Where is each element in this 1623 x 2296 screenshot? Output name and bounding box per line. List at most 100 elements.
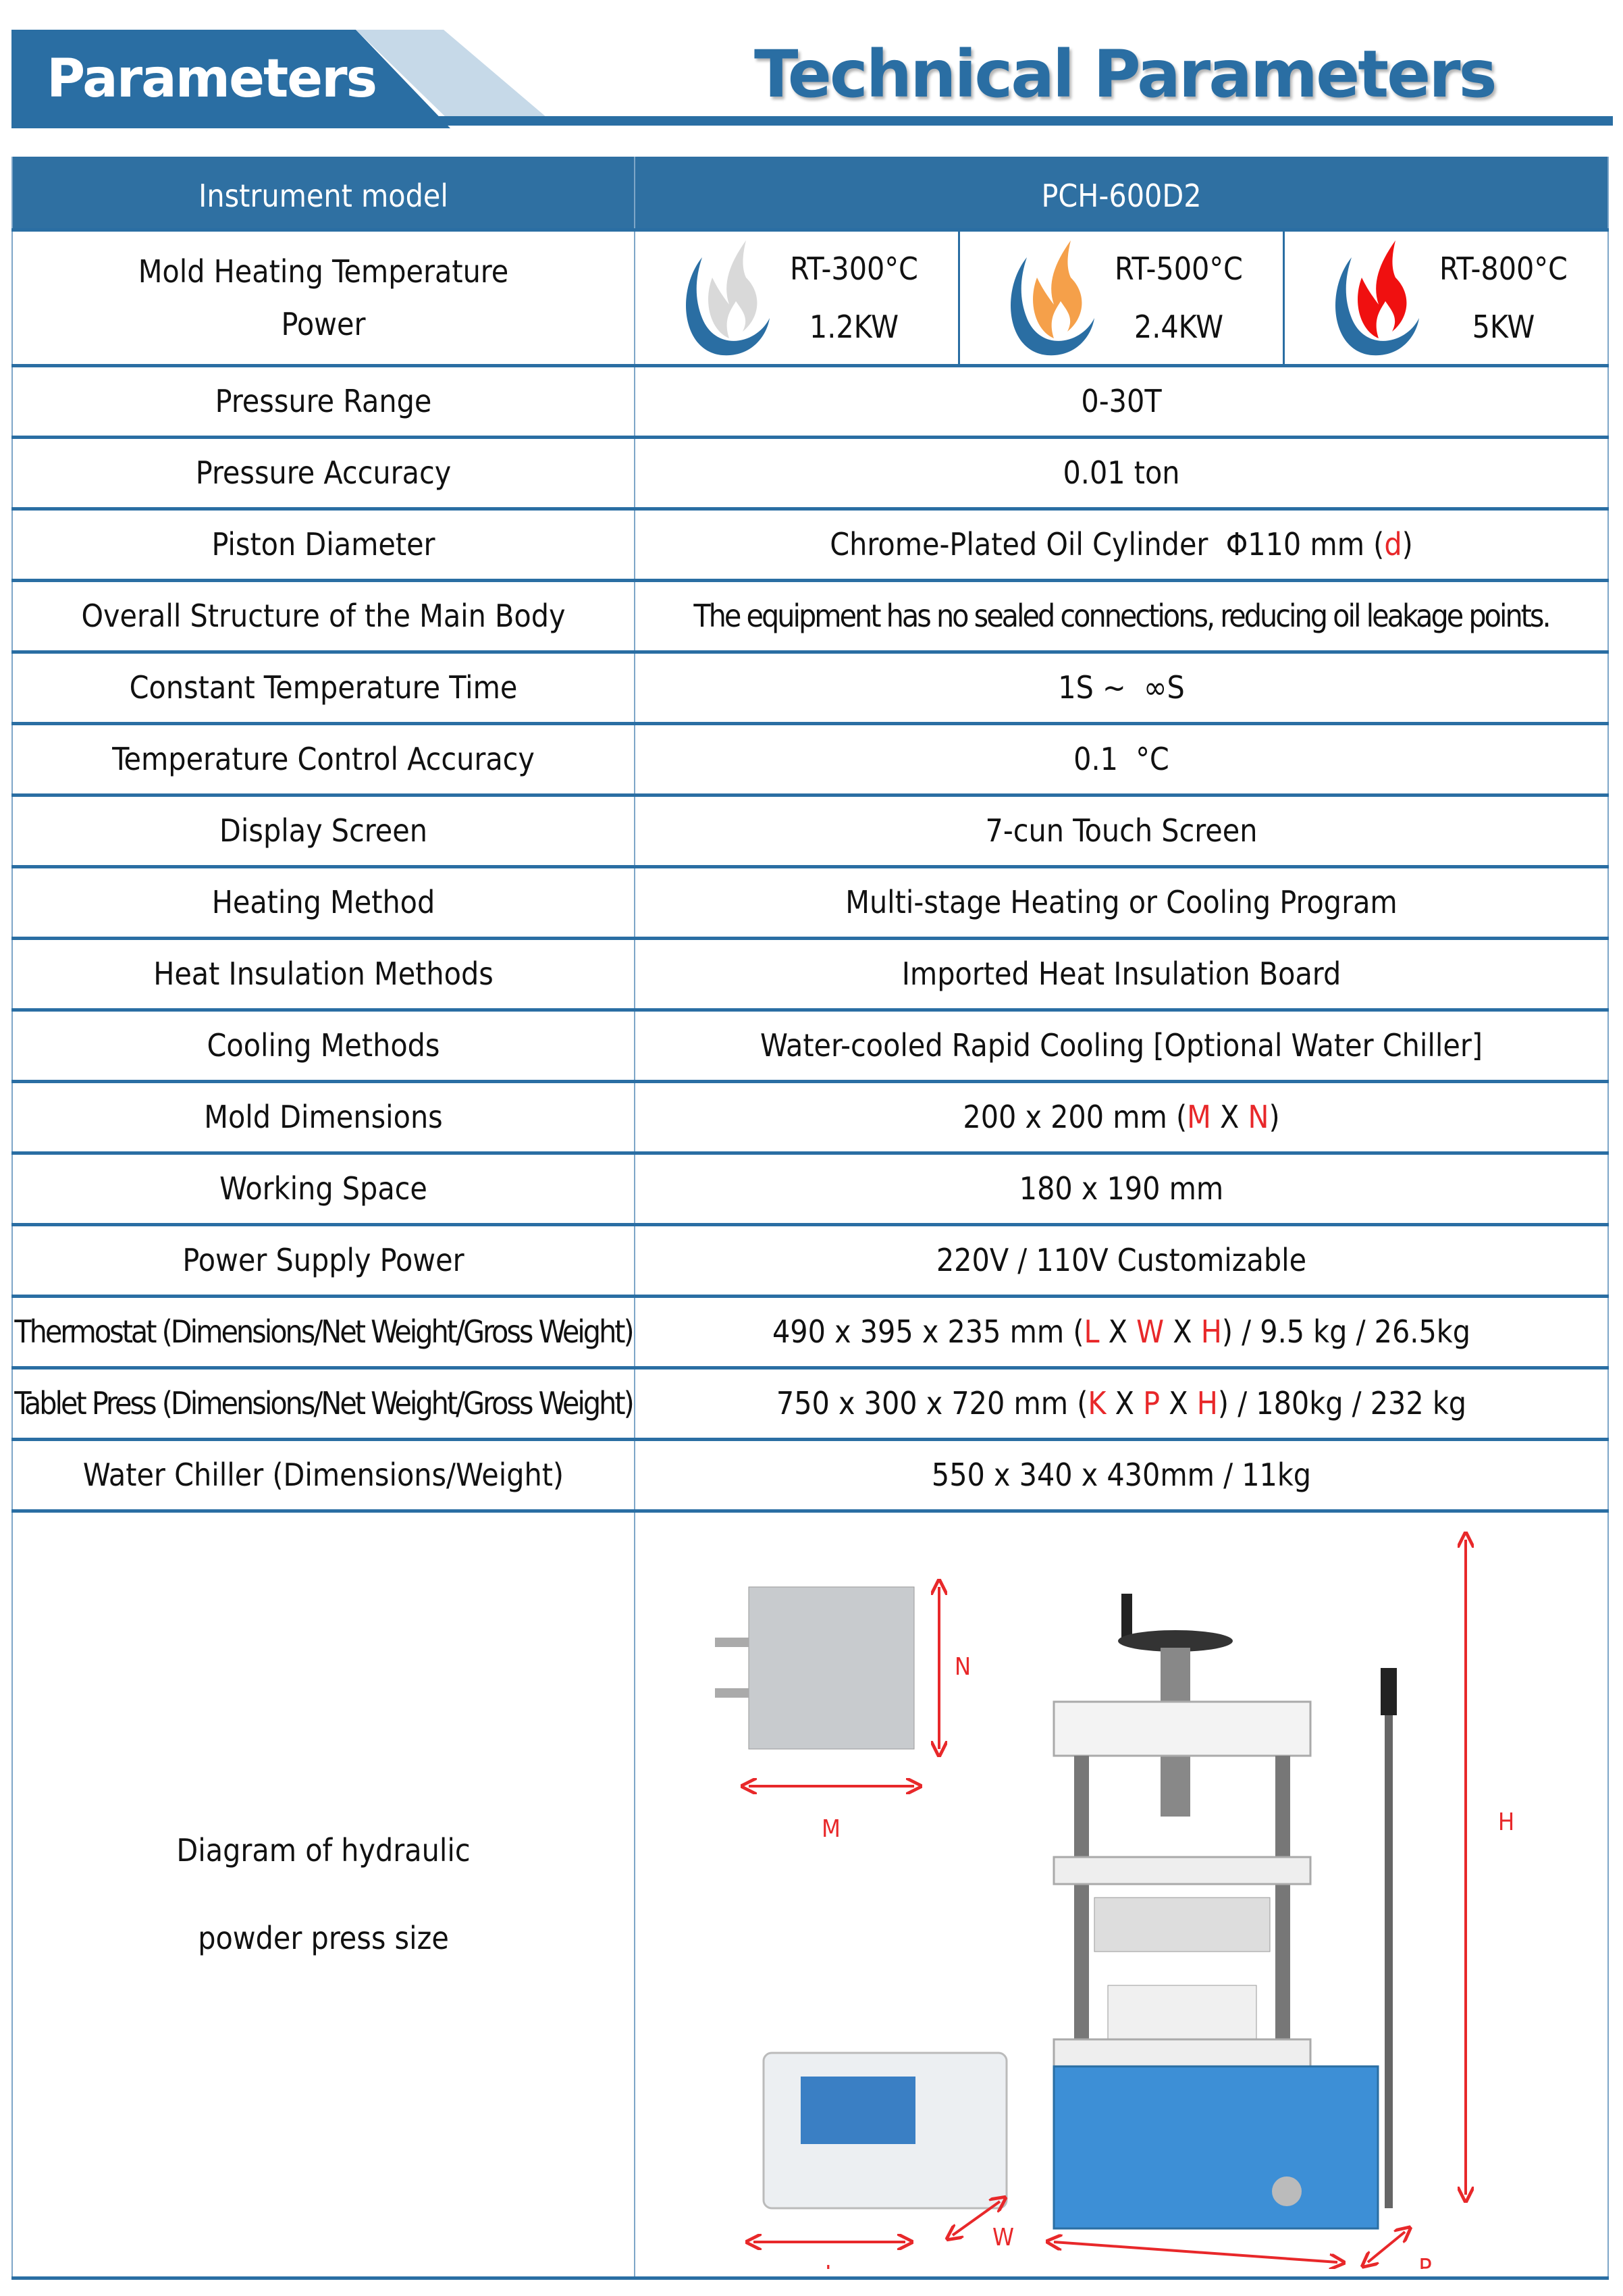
heating-power: 5KW [1472,308,1535,345]
press-image [1053,1593,1397,2229]
heating-power: 1.2KW [809,308,899,345]
table-row: Heat Insulation Methods Imported Heat Ins… [11,938,1609,1012]
row-label: Piston Diameter [11,508,635,582]
dimension-letter: P [1143,1385,1161,1421]
value-text: 180 x 190 mm [1019,1170,1224,1207]
dimension-letter: M [1187,1099,1211,1135]
dimension-letter: L [1084,1313,1100,1350]
value-text: ) / 9.5 kg / 26.5kg [1221,1313,1471,1350]
dimension-label-P: P [1418,2254,1432,2269]
row-value: 490 x 395 x 235 mm (L X W X H) / 9.5 kg … [634,1296,1609,1369]
flame-icon [686,240,770,355]
heating-label-line2: Power [281,305,366,342]
value-text: Water-cooled Rapid Cooling [Optional Wat… [760,1027,1483,1064]
diagram-label: Diagram of hydraulic powder press size [11,1511,635,2280]
heating-option: RT-800°C 5KW [1283,231,1607,364]
row-label: Heat Insulation Methods [11,938,635,1012]
flame-icon [1335,240,1420,355]
value-text: ) [1402,526,1413,563]
table-row: Constant Temperature Time 1S ~ ∞S [11,652,1609,725]
row-value: 550 x 340 x 430mm / 11kg [634,1439,1609,1513]
value-text: Multi-stage Heating or Cooling Program [845,884,1398,920]
table-header-row: Instrument model PCH-600D2 [11,157,1609,232]
row-label: Overall Structure of the Main Body [11,580,635,654]
heating-option: RT-500°C 2.4KW [958,231,1283,364]
dimension-label-K: K [1188,2268,1203,2269]
row-label: Cooling Methods [11,1010,635,1083]
table-row: Water Chiller (Dimensions/Weight) 550 x 3… [11,1439,1609,1513]
row-value: Chrome-Plated Oil Cylinder Φ110 mm (d) [634,508,1609,582]
row-label: Tablet Press (Dimensions/Net Weight/Gros… [11,1367,635,1441]
heating-temp: RT-300°C [790,250,918,287]
row-value: 0.1 °C [634,723,1609,797]
flame-icon [1011,240,1095,355]
value-text: 0.01 ton [1063,454,1180,491]
table-row: Piston Diameter Chrome-Plated Oil Cylinde… [11,508,1609,582]
value-text: 200 x 200 mm ( [963,1099,1188,1135]
diagram-label-line2: powder press size [198,1920,449,1956]
row-value: Multi-stage Heating or Cooling Program [634,866,1609,940]
dimension-letter: H [1200,1313,1222,1350]
row-label: Thermostat (Dimensions/Net Weight/Gross … [11,1296,635,1369]
banner-underline [430,116,1613,126]
table-row: Cooling Methods Water-cooled Rapid Coolin… [11,1010,1609,1083]
dimension-arrow [953,2201,1000,2235]
value-text: 490 x 395 x 235 mm ( [772,1313,1084,1350]
dimension-letter: N [1248,1099,1269,1135]
row-value: 1S ~ ∞S [634,652,1609,725]
value-text: ) [1269,1099,1280,1135]
table-row: Heating Method Multi-stage Heating or Coo… [11,866,1609,940]
row-label: Constant Temperature Time [11,652,635,725]
thermostat-image [762,2052,1008,2209]
dimension-letter: W [1136,1313,1165,1350]
row-label: Water Chiller (Dimensions/Weight) [11,1439,635,1513]
heating-label: Mold Heating Temperature Power [11,230,635,367]
value-text: X [1164,1313,1201,1350]
banner-left-label: Parameters [47,49,377,109]
heating-temp: RT-800°C [1439,250,1568,287]
section-banner: Parameters Technical Parameters [11,30,1613,131]
row-value: 750 x 300 x 720 mm (K X P X H) / 180kg /… [634,1367,1609,1441]
table-row-heating: Mold Heating Temperature Power RT-300°C 1… [11,230,1609,367]
value-text: 220V / 110V Customizable [936,1242,1307,1278]
table-row: Mold Dimensions 200 x 200 mm (M X N) [11,1081,1609,1155]
table-row: Temperature Control Accuracy 0.1 °C [11,723,1609,797]
dimension-letter: H [1196,1385,1218,1421]
dimension-label-N: N [955,1653,971,1681]
row-label: Pressure Range [11,365,635,439]
dimension-arrow [1054,2242,1337,2262]
row-value: The equipment has no sealed connections,… [634,580,1609,654]
row-label: Display Screen [11,795,635,868]
row-value: 0.01 ton [634,437,1609,511]
value-text: X [1160,1385,1197,1421]
table-row: Power Supply Power 220V / 110V Customizab… [11,1224,1609,1298]
table-row: Working Space 180 x 190 mm [11,1153,1609,1226]
value-text: The equipment has no sealed connections,… [693,598,1551,634]
row-label: Heating Method [11,866,635,940]
dimension-letter: d [1384,526,1402,563]
row-label: Mold Dimensions [11,1081,635,1155]
value-text: X [1106,1385,1144,1421]
header-model-value: PCH-600D2 [634,157,1609,232]
row-label: Working Space [11,1153,635,1226]
value-text: Imported Heat Insulation Board [901,956,1341,992]
heating-temp: RT-500°C [1115,250,1243,287]
value-text: 1S ~ ∞S [1058,669,1185,706]
value-text: X [1210,1099,1248,1135]
mold-image [715,1586,915,1749]
dimension-label-M: M [822,1815,841,1843]
value-text: Chrome-Plated Oil Cylinder Φ110 mm ( [830,526,1385,563]
row-label: Pressure Accuracy [11,437,635,511]
value-text: 0-30T [1081,383,1162,419]
dimension-label-W: W [992,2224,1014,2251]
value-text: 0.1 °C [1073,741,1169,777]
row-label: Power Supply Power [11,1224,635,1298]
press-illustration: N M L W K P H [715,1513,1514,2295]
value-text: 750 x 300 x 720 mm ( [776,1385,1088,1421]
row-value: 180 x 190 mm [634,1153,1609,1226]
heating-option: RT-300°C 1.2KW [635,232,958,364]
press-diagram: N M L W K P H [634,1511,1609,2295]
heating-power: 2.4KW [1134,308,1224,345]
page-title: Technical Parameters [754,36,1497,112]
heating-options: RT-300°C 1.2KW RT-500°C 2.4KW RT-800°C 5KW [634,230,1609,367]
